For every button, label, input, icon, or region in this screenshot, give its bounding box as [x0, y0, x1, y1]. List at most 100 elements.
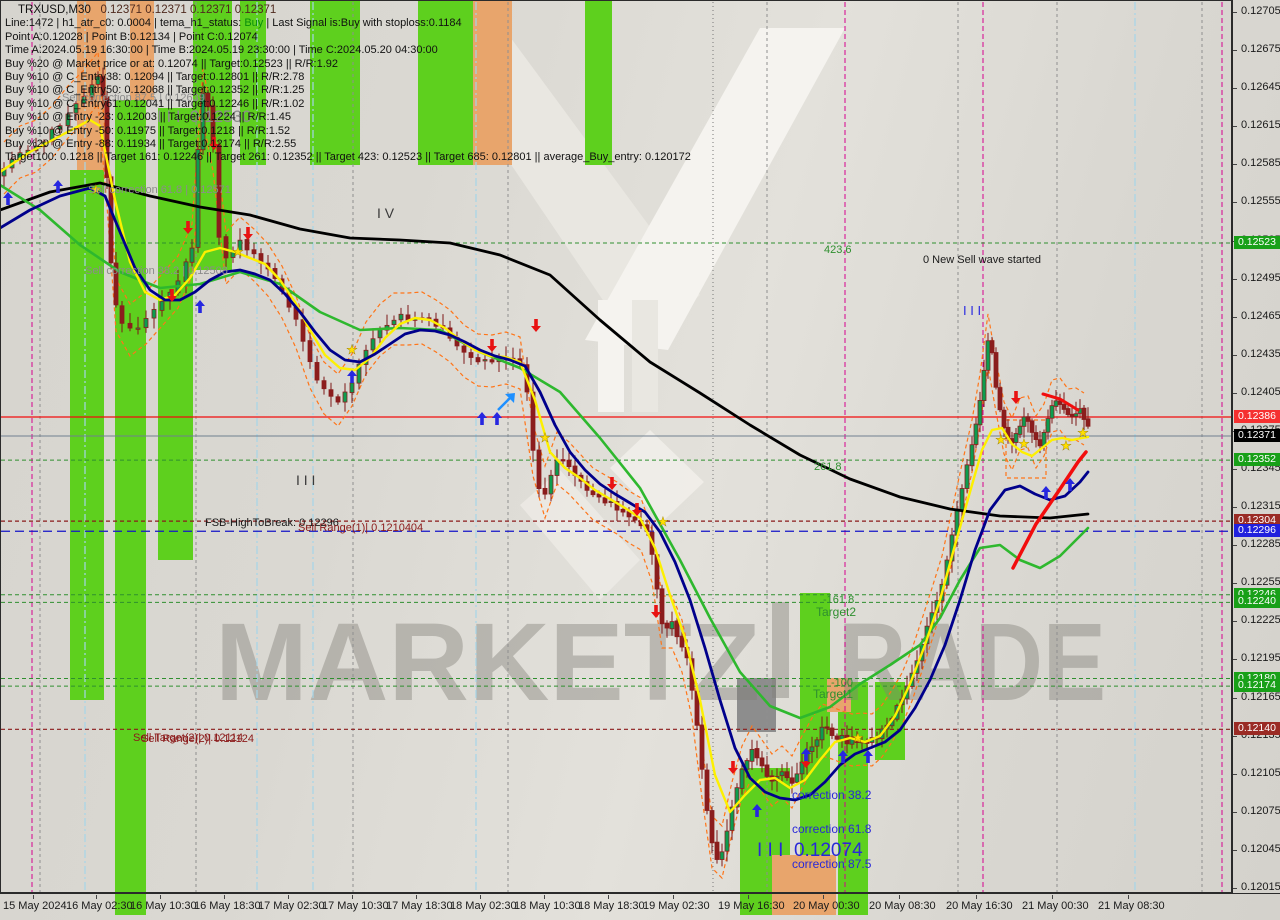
price-tick-label: 0.12495 [1241, 271, 1280, 284]
candle [759, 757, 765, 767]
price-tick-mark [1233, 583, 1237, 585]
sell-arrow-icon [1011, 391, 1021, 404]
annotation: Target2 [816, 605, 857, 619]
session-band [585, 0, 612, 165]
sell-arrow-icon [487, 339, 497, 352]
red-trend-segment [1041, 392, 1080, 412]
star-icon: ★ [1060, 439, 1072, 454]
candle [1061, 403, 1067, 410]
candle [659, 588, 665, 625]
annotation: I I I [296, 472, 316, 488]
annotation: I I I [963, 303, 982, 318]
info-line: Time A:2024.05.19 16:30:00 | Time B:2024… [5, 44, 691, 57]
price-tick-label: 0.12075 [1241, 804, 1280, 817]
candle [65, 113, 71, 127]
star-icon: ★ [852, 731, 864, 746]
buy-arrow-icon [752, 804, 762, 817]
info-text: Line:1472 | h1_atr_c0: 0.0004 | tema_h1_… [5, 17, 245, 30]
candle [205, 92, 211, 108]
sell-arrow-icon [651, 605, 661, 618]
brand-text-watermark: MARKETZ RADE [215, 601, 1106, 724]
time-tick-mark [160, 895, 161, 899]
candle [89, 84, 95, 98]
info-line: Buy %10 @ Entry -50: 0.11975 || Target:0… [5, 125, 691, 138]
annotation: Sell Range(1)| 0.1210404 [298, 522, 424, 534]
price-tick-label: 0.12405 [1241, 385, 1280, 398]
candle [475, 357, 481, 363]
candle [719, 851, 725, 860]
candle [1057, 400, 1063, 405]
candle [328, 389, 334, 397]
price-tick-label: 0.12165 [1241, 690, 1280, 703]
info-line: Line:1472 | h1_atr_c0: 0.0004 | tema_h1_… [5, 17, 691, 30]
candle [734, 787, 740, 808]
candle [989, 340, 995, 354]
info-text: Buy [244, 17, 264, 30]
candle [1001, 409, 1007, 429]
star-icon: ★ [1077, 426, 1089, 441]
candle [1085, 418, 1091, 427]
candle [997, 387, 1003, 411]
time-tick-mark [673, 895, 674, 899]
candle [391, 319, 397, 326]
price-tick-mark [1233, 888, 1237, 889]
time-label: 21 May 00:30 [1022, 900, 1089, 912]
candle [342, 391, 348, 403]
candle [779, 771, 785, 777]
time-label: 21 May 08:30 [1098, 900, 1165, 912]
price-tick-mark [1233, 392, 1237, 394]
price-tick-label: 0.12555 [1241, 195, 1280, 208]
candle [632, 516, 638, 521]
candle [251, 249, 257, 255]
candle [704, 769, 710, 811]
price-tick-label: 0.12285 [1241, 538, 1280, 551]
session-band [418, 0, 473, 165]
candle [754, 748, 760, 759]
price-tick-mark [1233, 164, 1237, 166]
price-badge: 0.12174 [1234, 679, 1280, 693]
candle [542, 487, 548, 495]
session-band [158, 108, 193, 560]
ma-blue-line [0, 186, 1090, 802]
annotation: I I I 0.12074 [757, 840, 863, 861]
price-tick-mark [1233, 811, 1237, 813]
candle [100, 76, 106, 97]
candle [356, 363, 362, 384]
candle [468, 352, 474, 358]
candle [321, 380, 327, 390]
candle [566, 459, 572, 468]
candle [461, 345, 467, 353]
sell-arrow-icon [167, 289, 177, 302]
candle [349, 382, 355, 394]
annotation: I I I 0.12530 [157, 107, 252, 126]
candle [143, 318, 149, 329]
candle [536, 449, 542, 489]
candle [824, 726, 830, 729]
candle [789, 777, 795, 784]
time-axis[interactable]: 15 May 2024 16 May 02:30 16 May 10:30 16 Ma… [0, 893, 1280, 920]
candle [113, 262, 119, 306]
annotation: Sell correction 87.5 | 0.12639 [62, 92, 205, 104]
candle [1013, 433, 1019, 443]
session-band [772, 855, 836, 915]
signal-info-overlay: TRXUSD,M30 0.12371 0.12371 0.12371 0.123… [5, 4, 691, 165]
star-icon: ★ [232, 245, 244, 260]
info-line: Buy %10 @ C_Entry38: 0.12094 || Target:0… [5, 71, 691, 84]
price-tick-mark [1233, 88, 1237, 90]
price-badge: 0.12386 [1234, 409, 1280, 423]
buy-arrow-icon [53, 180, 63, 193]
time-tick-mark [1052, 895, 1053, 899]
info-text: Buy %10 @ C_Entry50: 0.12068 || Target:0… [5, 84, 305, 97]
candle [1021, 416, 1027, 427]
time-label: 19 May 16:30 [718, 900, 785, 912]
candle [560, 459, 566, 462]
info-line: Buy %20 @ Market price or at: 0.12074 ||… [5, 58, 691, 71]
candle [729, 806, 735, 831]
price-axis[interactable]: 0.12705 0.12675 0.12645 0.12615 0.12585 0.125… [1232, 0, 1280, 893]
price-badge: 0.12304 [1234, 514, 1280, 528]
info-line: Buy %10 @ C_Entry50: 0.12068 || Target:0… [5, 84, 691, 97]
candle [377, 328, 383, 339]
info-text: Target100: 0.1218 || Target 161: 0.12246… [5, 151, 691, 164]
moving-averages [0, 118, 1090, 814]
